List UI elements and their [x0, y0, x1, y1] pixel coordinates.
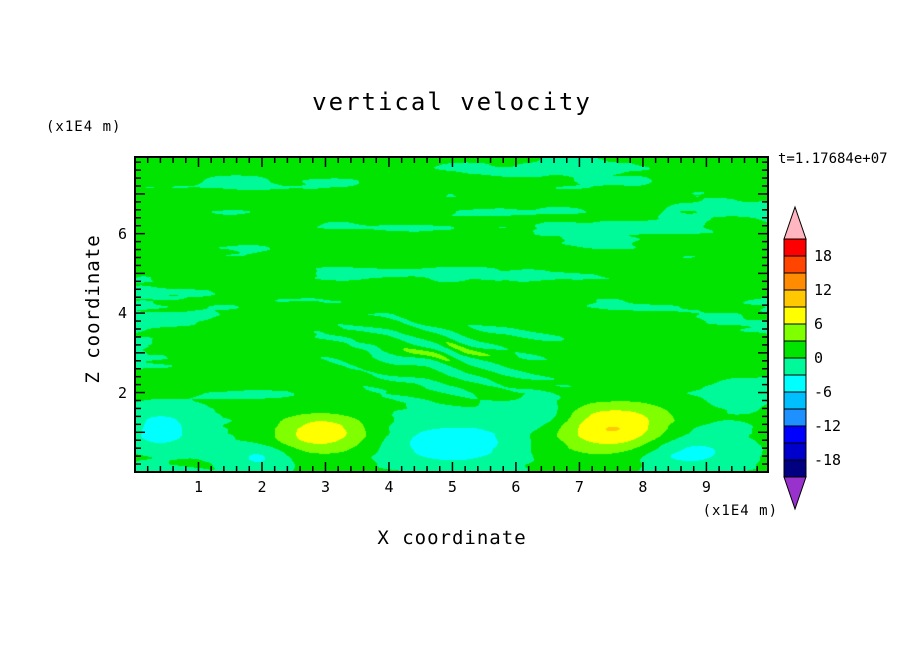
y-tick-label: 2	[117, 383, 127, 402]
x-tick-label: 7	[574, 478, 584, 496]
x-axis-title: X coordinate	[377, 527, 527, 549]
colorbar-segment	[783, 323, 807, 342]
x-tick-label: 5	[447, 478, 457, 496]
plot-frame	[134, 156, 769, 473]
colorbar-over-arrow	[783, 205, 807, 240]
page-title: vertical velocity	[312, 88, 592, 116]
colorbar-segment	[783, 391, 807, 410]
x-tick-label: 6	[511, 478, 521, 496]
colorbar-segment	[783, 459, 807, 478]
colorbar-segment	[783, 425, 807, 444]
x-tick-label: 8	[638, 478, 648, 496]
colorbar-label: 0	[814, 349, 824, 367]
colorbar-segment	[783, 340, 807, 359]
x-axis-unit-label: (x1E4 m)	[702, 503, 778, 519]
x-tick-label: 4	[384, 478, 394, 496]
colorbar-label: -6	[814, 383, 833, 401]
y-tick-label: 6	[117, 224, 127, 243]
colorbar-segment	[783, 374, 807, 393]
x-tick-label: 1	[193, 478, 203, 496]
colorbar-segment	[783, 306, 807, 325]
colorbar-label: 6	[814, 315, 824, 333]
colorbar-segment	[783, 255, 807, 274]
y-axis-unit-label: (x1E4 m)	[46, 119, 122, 135]
x-tick-label: 3	[320, 478, 330, 496]
colorbar-under-arrow	[783, 476, 807, 511]
colorbar-segment	[783, 272, 807, 291]
y-tick-label: 4	[117, 304, 127, 323]
timestamp-label: t=1.17684e+07	[778, 151, 888, 167]
colorbar-segment	[783, 442, 807, 461]
x-tick-label: 2	[257, 478, 267, 496]
colorbar-segment	[783, 238, 807, 257]
colorbar-segment	[783, 289, 807, 308]
colorbar-segment	[783, 408, 807, 427]
colorbar-label: 12	[814, 281, 833, 299]
x-tick-label: 9	[701, 478, 711, 496]
colorbar-label: -18	[814, 451, 842, 469]
colorbar-label: 18	[814, 247, 833, 265]
colorbar-segment	[783, 357, 807, 376]
colorbar-label: -12	[814, 417, 842, 435]
contour-field	[136, 158, 767, 471]
